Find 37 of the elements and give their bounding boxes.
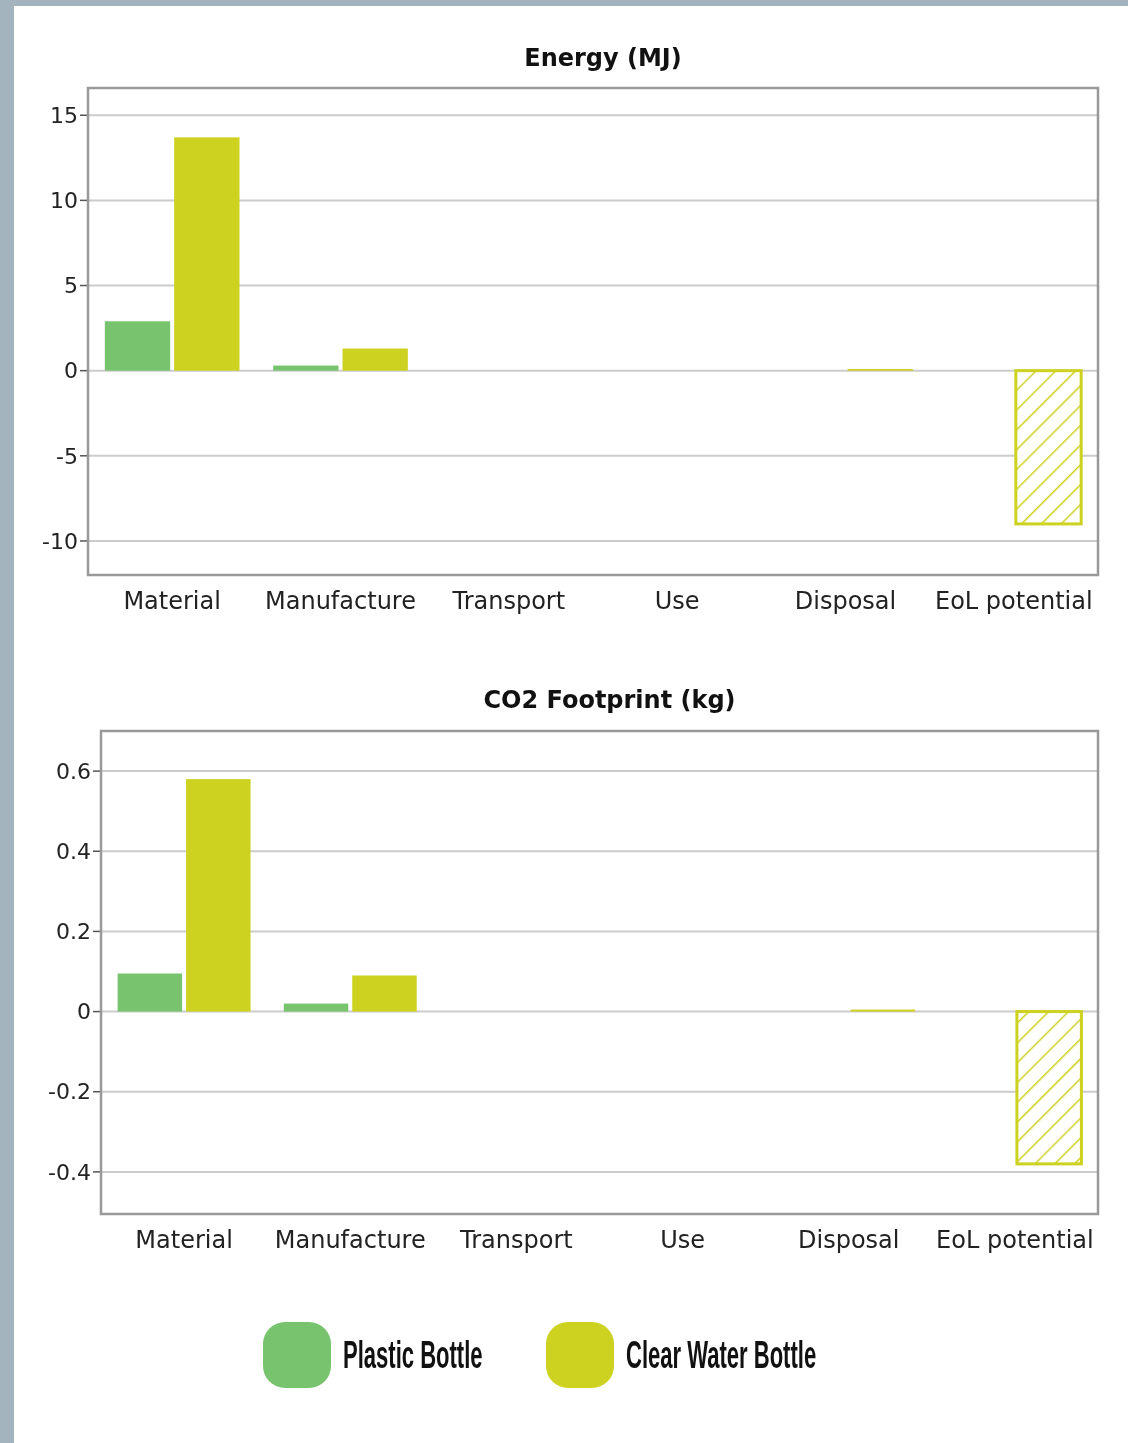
x-tick-label: Transport (459, 1226, 573, 1254)
y-tick-label: 0.4 (56, 838, 91, 864)
chart-title: CO2 Footprint (kg) (483, 686, 736, 714)
x-tick-label: EoL potential (936, 1226, 1094, 1254)
y-tick-label: 5 (64, 273, 78, 299)
y-tick-label: 0 (77, 999, 91, 1025)
x-tick-label: Disposal (794, 587, 897, 615)
x-tick-label: Manufacture (265, 587, 416, 615)
x-tick-label: Manufacture (274, 1226, 426, 1254)
y-tick-label: 0 (64, 358, 78, 384)
y-tick-label: -0.4 (48, 1159, 91, 1185)
bar (283, 1003, 349, 1012)
y-tick-label: -5 (56, 443, 78, 469)
x-tick-label: Use (654, 587, 700, 615)
x-tick-label: EoL potential (935, 587, 1093, 615)
chart-title: Energy (MJ) (524, 44, 682, 72)
y-tick-label: 15 (50, 102, 78, 128)
bar (104, 321, 171, 371)
bar (117, 973, 183, 1012)
bar (273, 365, 339, 371)
y-tick-label: 10 (50, 188, 78, 214)
x-tick-label: Material (123, 587, 221, 615)
y-tick-label: 0.6 (56, 758, 91, 784)
bar (352, 975, 417, 1012)
x-tick-label: Transport (451, 587, 566, 615)
y-tick-label: 0.2 (56, 919, 91, 945)
bar (186, 779, 251, 1012)
y-tick-label: -10 (42, 528, 78, 554)
x-tick-label: Use (660, 1226, 706, 1254)
legend-label: Clear Water Bottle (626, 1334, 817, 1377)
bar (174, 137, 240, 371)
x-tick-label: Material (135, 1226, 233, 1254)
bar (850, 1009, 916, 1012)
y-tick-label: -0.2 (48, 1079, 91, 1105)
bar (342, 348, 408, 371)
legend-label: Plastic Bottle (343, 1334, 483, 1377)
x-tick-label: Disposal (798, 1226, 900, 1254)
